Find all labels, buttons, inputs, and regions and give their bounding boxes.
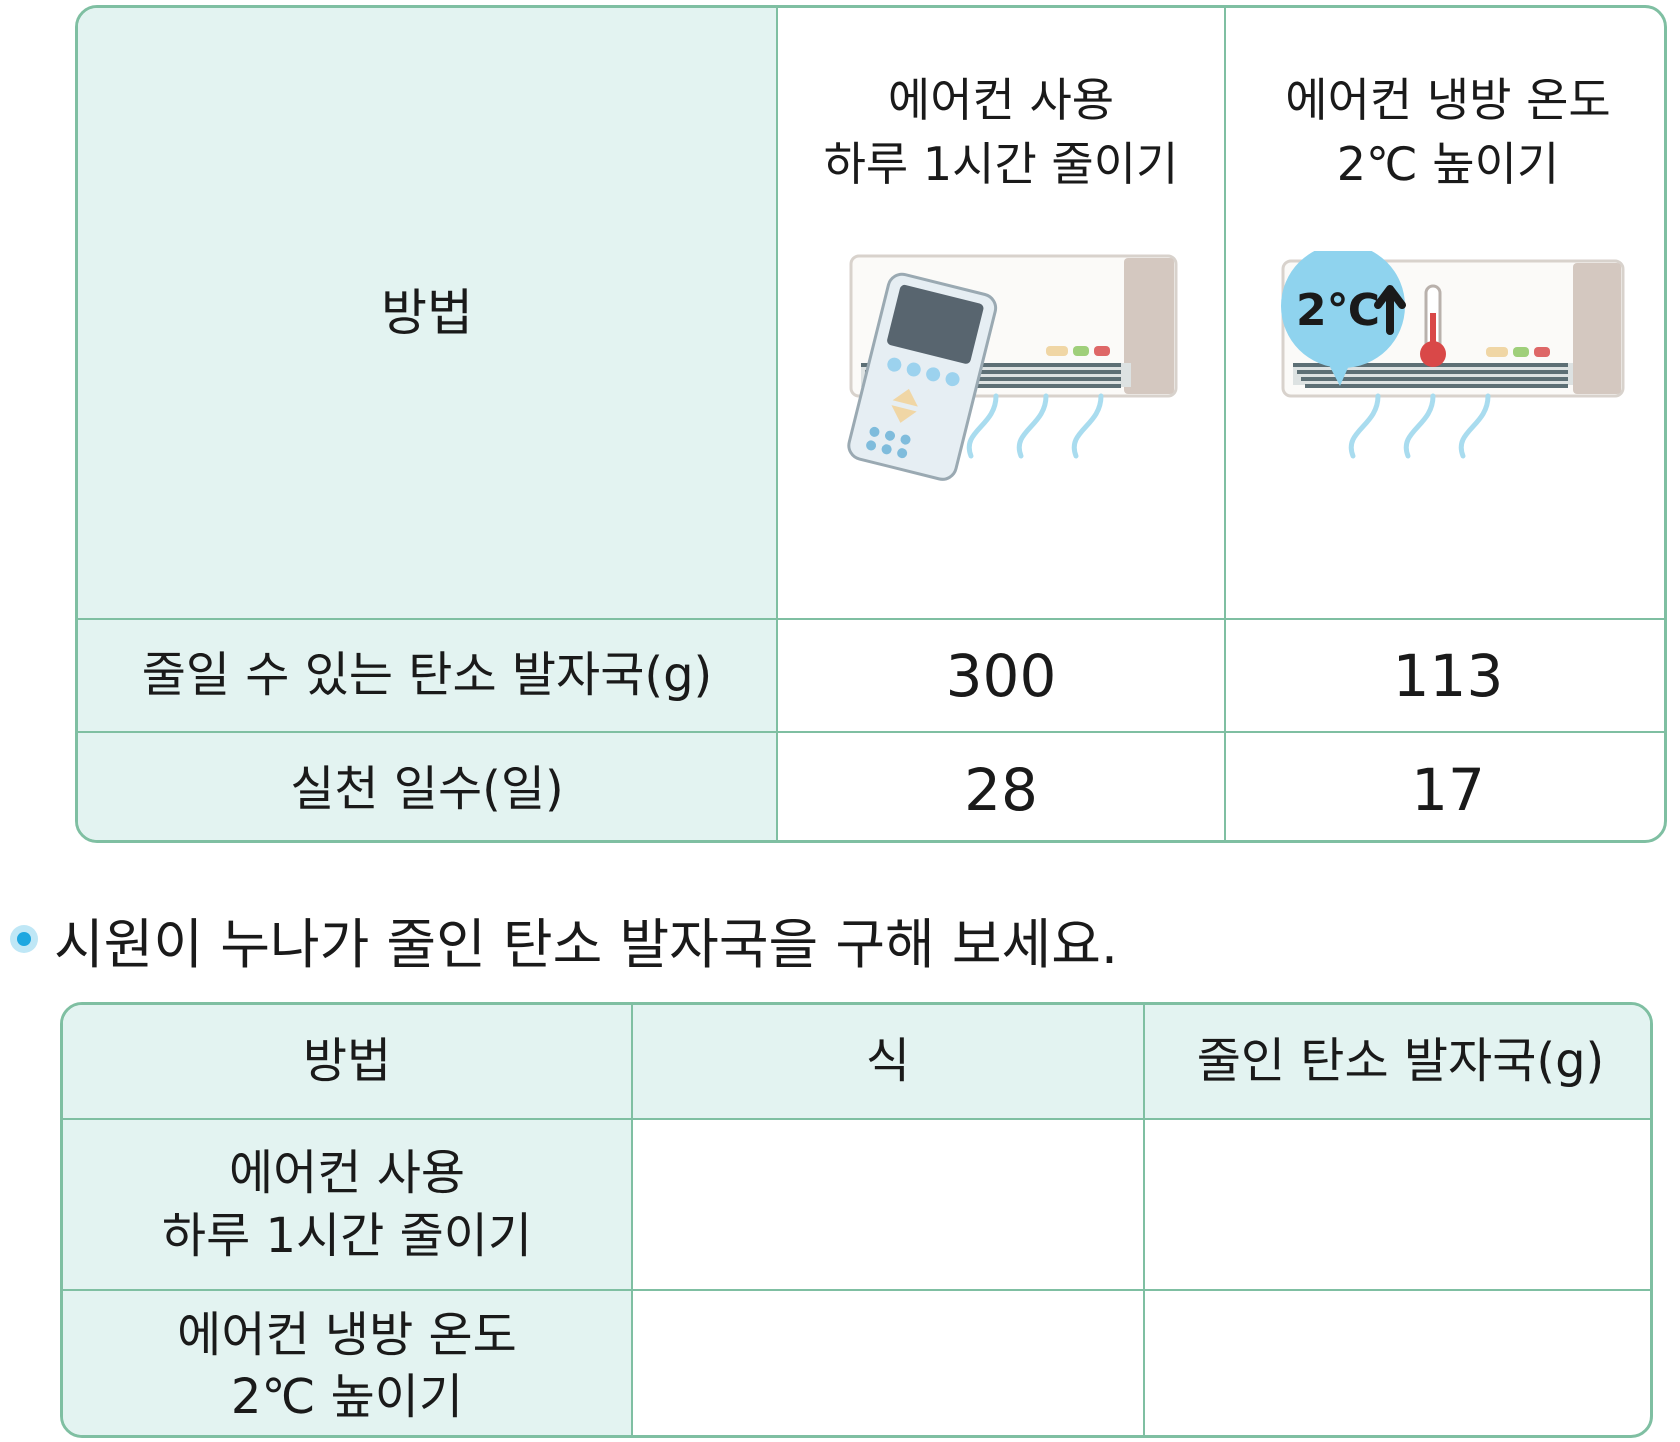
- question: 시원이 누나가 줄인 탄소 발자국을 구해 보세요.: [10, 905, 1118, 976]
- answer-table: 방법 식 줄인 탄소 발자국(g) 에어컨 사용 하루 1시간 줄이기 에어컨 …: [60, 1002, 1653, 1438]
- formula-input-2[interactable]: [631, 1291, 1143, 1435]
- remote-control-air-conditioner-icon: [847, 254, 1178, 481]
- answer-row-2: 에어컨 냉방 온도 2℃ 높이기: [63, 1289, 1650, 1435]
- days-label: 실천 일수(일): [290, 761, 564, 818]
- method-label: 방법: [381, 283, 473, 342]
- carbon-value-2-cell: 113: [1224, 620, 1664, 731]
- answer-row-1: 에어컨 사용 하루 1시간 줄이기: [63, 1118, 1650, 1289]
- method-2-title-line2: 2℃ 높이기: [1336, 137, 1560, 191]
- carbon-value-2: 113: [1392, 641, 1504, 710]
- method-2-title-line1: 에어컨 냉방 온도: [1285, 73, 1611, 127]
- answer-header-method: 방법: [302, 1033, 392, 1090]
- carbon-label-cell: 줄일 수 있는 탄소 발자국(g): [78, 620, 776, 731]
- temperature-badge: 2℃: [1296, 285, 1380, 336]
- days-value-2-cell: 17: [1224, 733, 1664, 840]
- air-conditioner-thermometer-icon: 2℃: [1281, 251, 1625, 459]
- carbon-footprint-table: 방법 에어컨 사용 하루 1시간 줄이기: [75, 5, 1667, 843]
- days-label-cell: 실천 일수(일): [78, 733, 776, 840]
- bullet-icon: [10, 925, 38, 953]
- carbon-value-1: 300: [945, 641, 1057, 710]
- days-value-1: 28: [964, 755, 1038, 824]
- answer-header-formula: 식: [631, 1005, 1143, 1118]
- carbon-value-1-cell: 300: [776, 620, 1224, 731]
- answer-header-result: 줄인 탄소 발자국(g): [1143, 1005, 1650, 1118]
- method-1-title-line1: 에어컨 사용: [887, 73, 1115, 127]
- method-2-header: 에어컨 냉방 온도 2℃ 높이기: [1224, 8, 1664, 618]
- method-1-header: 에어컨 사용 하루 1시간 줄이기: [776, 8, 1224, 618]
- question-text: 시원이 누나가 줄인 탄소 발자국을 구해 보세요.: [54, 912, 1119, 976]
- result-input-1[interactable]: [1143, 1120, 1650, 1289]
- days-value-2: 17: [1411, 755, 1485, 824]
- answer-row-2-method: 에어컨 냉방 온도 2℃ 높이기: [63, 1291, 631, 1435]
- answer-header-row: 방법 식 줄인 탄소 발자국(g): [63, 1005, 1650, 1118]
- carbon-row: 줄일 수 있는 탄소 발자국(g) 300 113: [78, 618, 1664, 731]
- result-input-2[interactable]: [1143, 1291, 1650, 1435]
- days-row: 실천 일수(일) 28 17: [78, 731, 1664, 840]
- method-header-row: 방법 에어컨 사용 하루 1시간 줄이기: [78, 8, 1664, 618]
- carbon-label: 줄일 수 있는 탄소 발자국(g): [141, 647, 713, 704]
- method-label-cell: 방법: [78, 8, 776, 618]
- answer-row-1-method: 에어컨 사용 하루 1시간 줄이기: [63, 1120, 631, 1289]
- method-1-title-line2: 하루 1시간 줄이기: [823, 137, 1179, 191]
- formula-input-1[interactable]: [631, 1120, 1143, 1289]
- days-value-1-cell: 28: [776, 733, 1224, 840]
